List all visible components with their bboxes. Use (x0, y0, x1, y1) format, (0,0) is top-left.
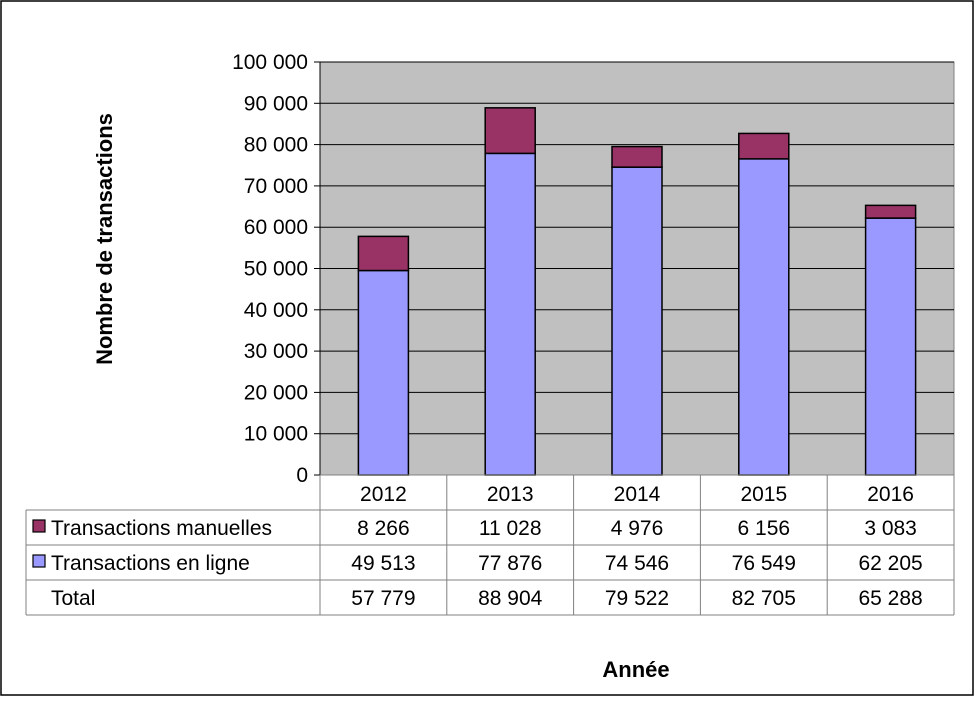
y-tick-label: 20 000 (244, 381, 308, 404)
table-cell-total: 82 705 (732, 587, 796, 610)
y-tick-label: 50 000 (244, 258, 308, 281)
y-tick-label: 10 000 (244, 423, 308, 446)
y-axis-ticks: 0 10 000 20 000 30 000 40 000 50 000 60 000 70 … (232, 51, 321, 487)
table-cell-en-ligne: 49 513 (351, 552, 415, 575)
table-row-label-manuelles: Transactions manuelles (51, 517, 272, 540)
bar-en-ligne-2012 (357, 269, 410, 476)
category-label: 2014 (614, 483, 661, 506)
bar-en-ligne-2014 (611, 166, 663, 476)
table-cell-manuelles: 6 156 (738, 517, 791, 540)
table-row-label-en-ligne: Transactions en ligne (51, 552, 250, 575)
y-tick-label: 90 000 (244, 92, 308, 115)
table-cell-en-ligne: 74 546 (605, 552, 669, 575)
y-tick-label: 60 000 (244, 216, 308, 239)
table-cell-total: 65 288 (858, 587, 922, 610)
bar-manuelles-2015 (738, 132, 790, 160)
bar-en-ligne-2015 (738, 158, 790, 476)
table-cell-manuelles: 3 083 (864, 517, 917, 540)
legend-key-en-ligne (32, 554, 46, 568)
table-cell-total: 57 779 (351, 587, 415, 610)
table-cell-en-ligne: 76 549 (732, 552, 796, 575)
legend-key-manuelles (32, 519, 46, 533)
data-table: 2012 2013 2014 2015 2016 Transactions manuell… (25, 474, 955, 616)
table-row-label-total: Total (51, 587, 95, 610)
bar-manuelles-2012 (357, 235, 410, 272)
table-cell-manuelles: 8 266 (357, 517, 410, 540)
bar-en-ligne-2016 (864, 217, 917, 476)
y-tick-label: 80 000 (244, 134, 308, 157)
y-tick-label: 0 (296, 464, 308, 487)
category-label: 2016 (867, 483, 914, 506)
table-cell-total: 79 522 (605, 587, 669, 610)
category-label: 2015 (740, 483, 787, 506)
y-tick-label: 70 000 (244, 175, 308, 198)
y-axis-title: Nombre de transactions (92, 113, 117, 365)
category-label: 2013 (487, 483, 534, 506)
bar-en-ligne-2013 (484, 152, 536, 476)
table-cell-manuelles: 11 028 (479, 517, 542, 540)
table-cell-total: 88 904 (478, 587, 543, 610)
bar-manuelles-2014 (611, 145, 663, 168)
x-axis-title: Année (602, 657, 669, 682)
table-cell-en-ligne: 77 876 (478, 552, 542, 575)
y-tick-label: 40 000 (244, 299, 308, 322)
bars (357, 107, 917, 476)
table-cell-manuelles: 4 976 (611, 517, 664, 540)
y-tick-label: 100 000 (232, 51, 308, 74)
table-cell-en-ligne: 62 205 (858, 552, 922, 575)
category-label: 2012 (360, 483, 407, 506)
bar-manuelles-2013 (484, 107, 536, 155)
y-tick-label: 30 000 (244, 340, 308, 363)
bar-manuelles-2016 (864, 204, 917, 219)
